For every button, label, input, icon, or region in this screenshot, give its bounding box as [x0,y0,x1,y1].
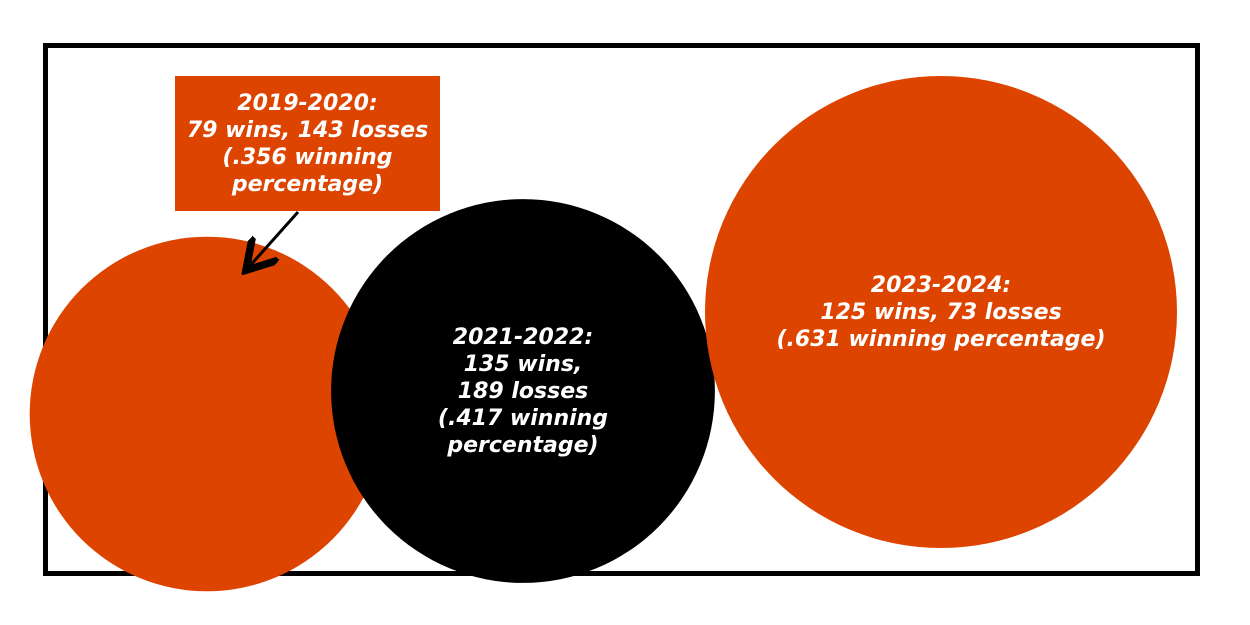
bubble-label-2021-2022: 2021-2022: [453,325,593,350]
bubble-2021-2022 [331,199,715,583]
callout-box-2019-2020: 2019-2020: 79 wins, 143 losses (.356 winni… [175,76,440,211]
bubble-label-2021-2022: 189 losses [458,379,588,404]
callout-label-line: (.356 winning [222,144,393,170]
bubble-2019-2020 [29,236,385,592]
bubble-label-2021-2022: (.417 winning [438,406,608,431]
callout-label-line: percentage) [231,171,384,197]
bubble-label-2023-2024: 2023-2024: [871,273,1011,298]
bubble-label-2021-2022: percentage) [446,433,598,458]
callout-label-line: 79 wins, 143 losses [186,117,429,143]
bubble-label-2023-2024: 125 wins, 73 losses [820,300,1061,325]
chart-frame [43,43,1200,576]
bubble-label-2021-2022: 135 wins, [464,352,583,377]
callout-arrow [248,211,300,268]
callout-label-line: 2019-2020: [237,90,378,116]
bubble-label-2023-2024: (.631 winning percentage) [776,327,1105,352]
bubble-2023-2024 [705,76,1177,548]
